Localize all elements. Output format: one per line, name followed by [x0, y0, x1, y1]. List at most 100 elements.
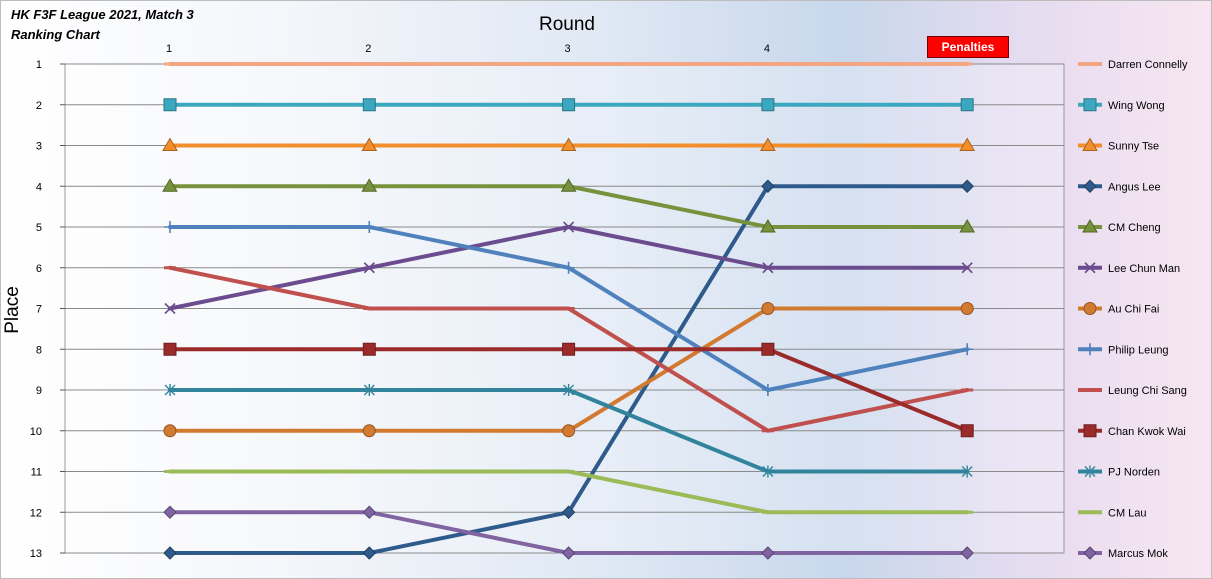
data-point: [164, 384, 176, 396]
legend-item-pj-norden: PJ Norden: [1078, 465, 1160, 479]
series-leung-chi-sang: [164, 265, 974, 433]
x-tick-label: 3: [565, 43, 571, 55]
data-point: [959, 137, 976, 151]
data-point: [1083, 424, 1097, 438]
data-point: [563, 221, 575, 233]
data-point: [361, 178, 378, 192]
series-pj-norden: [164, 384, 973, 478]
y-tick-label: 8: [36, 344, 42, 356]
data-point: [1084, 343, 1096, 356]
data-point: [1083, 546, 1097, 560]
series-angus-lee: [163, 179, 974, 560]
data-point: [960, 98, 974, 112]
data-point: [960, 546, 974, 560]
y-tick-label: 12: [30, 507, 42, 519]
data-point: [760, 137, 776, 151]
y-tick-label: 11: [31, 467, 42, 479]
legend-label: Wing Wong: [1108, 100, 1165, 112]
data-point: [561, 546, 576, 560]
x-tick-label-penalties: Penalties: [927, 36, 1009, 58]
data-point: [1083, 179, 1097, 193]
data-point: [362, 98, 376, 112]
data-point: [1084, 465, 1096, 478]
data-point: [163, 505, 177, 519]
data-point: [760, 219, 776, 233]
data-point: [560, 178, 577, 192]
y-tick-label: 3: [36, 141, 42, 153]
y-tick-label: 2: [36, 100, 42, 112]
data-point: [362, 342, 376, 356]
legend: Darren Connelly Wing Wong Sunny Tse Angus L…: [1078, 59, 1188, 560]
data-point: [761, 179, 775, 193]
x-tick-label: 4: [764, 43, 770, 55]
data-point: [163, 546, 177, 560]
data-point: [164, 221, 176, 233]
data-point: [960, 302, 974, 315]
series-chan-kwok-wai: [163, 342, 974, 438]
legend-item-marcus-mok: Marcus Mok: [1078, 546, 1168, 560]
legend-label: Angus Lee: [1108, 181, 1161, 193]
legend-label: Philip Leung: [1108, 344, 1169, 356]
data-point: [1084, 262, 1096, 274]
legend-item-wing-wong: Wing Wong: [1078, 98, 1165, 112]
legend-item-leung-chi-sang: Leung Chi Sang: [1078, 385, 1187, 397]
y-tick-label: 9: [36, 385, 42, 397]
data-point: [163, 342, 177, 356]
legend-item-angus-lee: Angus Lee: [1078, 179, 1161, 193]
legend-label: Leung Chi Sang: [1108, 385, 1187, 397]
legend-label: Au Chi Fai: [1108, 304, 1159, 316]
series-marcus-mok: [163, 505, 974, 560]
data-point: [961, 262, 973, 274]
data-point: [961, 343, 974, 356]
y-tick-label: 5: [36, 222, 42, 234]
legend-item-lee-chun-man: Lee Chun Man: [1078, 262, 1180, 275]
data-point: [761, 342, 775, 356]
data-point: [761, 302, 775, 315]
data-point: [363, 384, 375, 396]
data-point: [959, 219, 976, 233]
y-tick-label: 13: [30, 548, 42, 560]
data-point: [162, 178, 178, 192]
series-cm-lau: [164, 469, 974, 515]
series-sunny-tse: [162, 137, 976, 151]
data-point: [163, 424, 177, 438]
legend-label: CM Lau: [1108, 507, 1147, 519]
x-axis-title: Round: [539, 14, 595, 35]
series-cm-cheng: [162, 178, 976, 233]
y-tick-label: 6: [36, 263, 42, 275]
data-point: [563, 384, 575, 396]
legend-label: Sunny Tse: [1108, 141, 1159, 153]
y-tick-label: 1: [36, 59, 42, 71]
legend-item-cm-cheng: CM Cheng: [1078, 219, 1161, 234]
data-point: [361, 137, 378, 151]
data-point: [1083, 98, 1097, 112]
data-point: [362, 546, 377, 560]
data-point: [562, 424, 576, 438]
data-point: [1082, 137, 1098, 151]
data-point: [761, 384, 774, 396]
data-point: [362, 505, 377, 519]
series-au-chi-fai: [163, 302, 974, 438]
legend-item-au-chi-fai: Au Chi Fai: [1078, 302, 1159, 316]
data-point: [961, 465, 973, 478]
legend-label: Chan Kwok Wai: [1108, 426, 1186, 438]
legend-label: PJ Norden: [1108, 467, 1160, 479]
data-point: [163, 98, 177, 112]
x-axis-ticks: 1 2 3 4: [166, 43, 770, 55]
data-point: [761, 546, 775, 560]
data-point: [761, 98, 775, 112]
chart-subtitle: Ranking Chart: [11, 27, 100, 42]
chart-title: HK F3F League 2021, Match 3: [11, 7, 194, 22]
legend-item-chan-kwok-wai: Chan Kwok Wai: [1078, 424, 1186, 438]
legend-label: Marcus Mok: [1108, 548, 1168, 560]
legend-item-darren-connelly: Darren Connelly: [1078, 59, 1188, 71]
series-wing-wong: [163, 98, 974, 112]
legend-label: CM Cheng: [1108, 222, 1161, 234]
legend-item-cm-lau: CM Lau: [1078, 507, 1147, 519]
data-point: [762, 262, 774, 274]
y-tick-label: 4: [36, 181, 42, 193]
data-point: [762, 465, 774, 478]
x-tick-label: 1: [166, 43, 172, 55]
